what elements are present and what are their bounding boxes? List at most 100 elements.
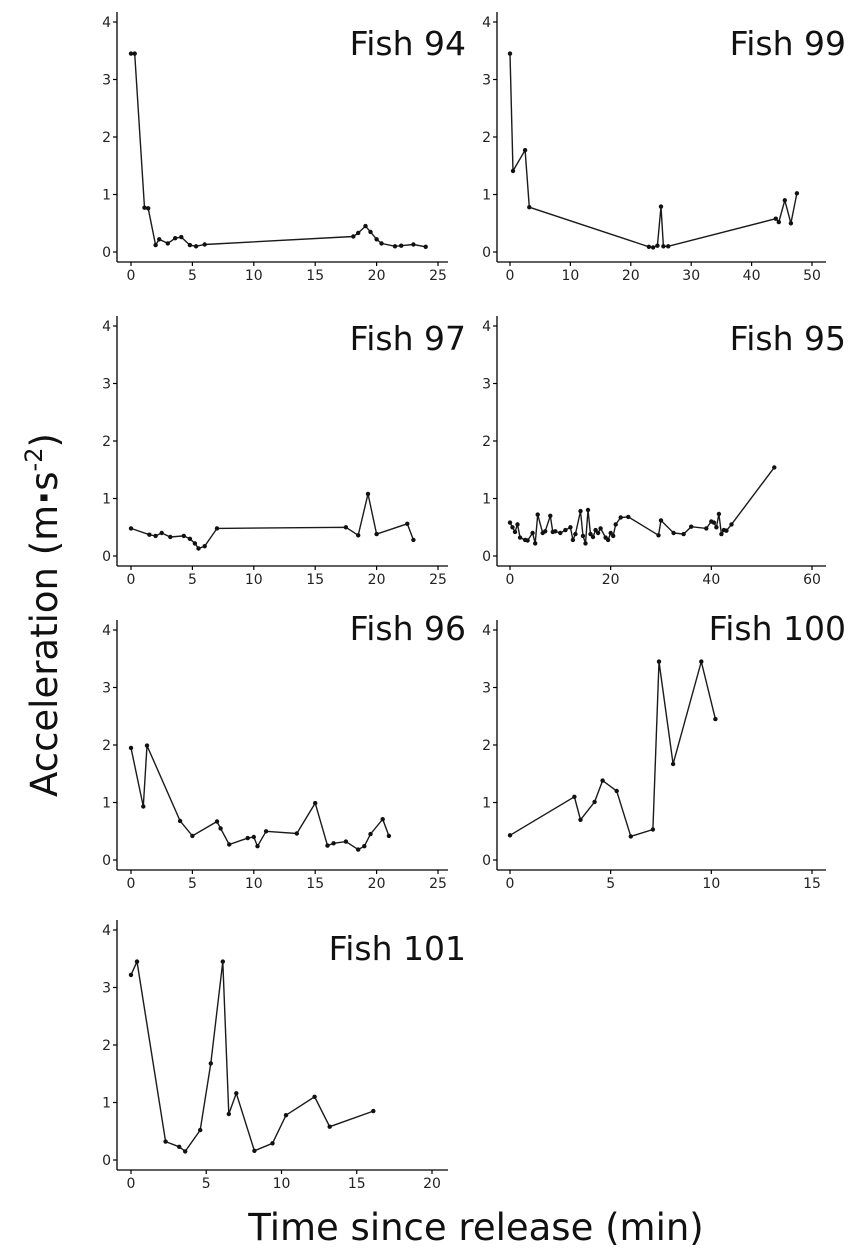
data-point (141, 804, 146, 809)
data-point (368, 831, 373, 837)
data-point (392, 244, 398, 249)
data-point (719, 531, 724, 537)
x-tick-label: 0 (127, 268, 136, 284)
data-point (128, 745, 134, 751)
data-point (234, 1091, 239, 1096)
data-point (613, 522, 618, 527)
x-tick-label: 5 (188, 268, 197, 284)
x-tick-label: 25 (429, 268, 447, 284)
data-point (517, 535, 523, 540)
data-point (595, 530, 601, 536)
data-point (650, 827, 656, 832)
data-point (729, 522, 734, 527)
y-tick-label: 1 (102, 188, 111, 204)
data-point (190, 833, 195, 839)
y-tick-label: 4 (102, 923, 111, 939)
data-point (558, 530, 563, 536)
y-tick-label: 3 (102, 73, 111, 89)
chart-panel-6: 0 1 2 3 4 0 5 10 15 Fish 100 (482, 609, 846, 892)
data-point (689, 524, 694, 529)
data-point (656, 659, 662, 664)
data-point (399, 243, 404, 248)
data-point (773, 216, 778, 221)
data-point (142, 205, 147, 210)
y-tick-label: 2 (102, 130, 111, 146)
data-point (655, 243, 660, 248)
x-tick-label: 0 (127, 572, 136, 588)
data-point (570, 537, 576, 543)
data-point (146, 206, 151, 211)
data-point (214, 819, 220, 824)
x-tick-label: 10 (561, 268, 579, 284)
data-point (590, 534, 596, 540)
series-line (509, 658, 717, 838)
y-tick-label: 1 (102, 796, 111, 812)
data-point (214, 526, 220, 531)
data-point (588, 531, 593, 537)
data-point (580, 533, 586, 539)
data-point (522, 148, 528, 153)
data-point (187, 242, 193, 248)
y-tick-label: 4 (102, 319, 111, 335)
data-point (423, 244, 428, 249)
data-point (356, 533, 361, 538)
data-point (128, 972, 134, 978)
y-tick-label: 1 (482, 796, 491, 812)
x-tick-label: 15 (306, 876, 324, 892)
x-tick-label: 40 (743, 268, 761, 284)
data-point (177, 818, 183, 824)
y-axis-label: Acceleration (m·s-2) (20, 433, 66, 797)
data-point (608, 530, 613, 536)
data-point (325, 843, 330, 848)
y-tick-label: 3 (102, 377, 111, 393)
data-point (510, 525, 515, 530)
data-point (380, 817, 385, 822)
panel-title: Fish 96 (350, 609, 466, 648)
data-point (218, 826, 223, 831)
data-point (535, 512, 540, 517)
data-point (356, 230, 361, 236)
data-point (411, 537, 416, 543)
data-point (177, 1144, 182, 1150)
data-point (202, 242, 207, 247)
x-tick-label: 5 (202, 1176, 211, 1192)
y-tick-label: 2 (102, 1038, 111, 1054)
chart-panel-7: 0 1 2 3 4 0 5 10 15 20 Fish 101 (102, 920, 466, 1192)
data-point (628, 834, 633, 839)
panel-title: Fish 99 (730, 24, 846, 63)
data-point (351, 234, 356, 239)
data-point (714, 525, 719, 530)
data-point (611, 533, 616, 539)
data-point (681, 531, 686, 537)
data-point (368, 229, 373, 235)
data-point (312, 1094, 317, 1100)
y-tick-label: 2 (102, 738, 111, 754)
y-tick-label: 0 (482, 853, 491, 869)
data-point (134, 959, 140, 964)
data-point (527, 205, 532, 210)
data-point (356, 847, 361, 852)
data-point (548, 513, 553, 518)
x-tick-label: 10 (273, 1176, 291, 1192)
x-tick-label: 0 (127, 1176, 136, 1192)
y-tick-label: 0 (102, 1153, 111, 1169)
y-tick-label: 2 (102, 434, 111, 450)
y-tick-label: 4 (482, 623, 491, 639)
data-point (671, 530, 676, 536)
y-tick-label: 3 (482, 73, 491, 89)
data-point (343, 839, 349, 844)
y-tick-label: 2 (482, 434, 491, 450)
data-point (153, 533, 158, 539)
data-point (181, 533, 186, 539)
y-tick-label: 1 (482, 188, 491, 204)
panel-title: Fish 94 (350, 24, 466, 63)
x-tick-label: 20 (368, 876, 386, 892)
data-point (507, 520, 513, 525)
data-point (525, 538, 530, 543)
data-point (173, 236, 178, 241)
data-point (187, 536, 193, 541)
data-point (374, 531, 379, 537)
data-point (553, 529, 558, 534)
data-point (658, 518, 664, 523)
